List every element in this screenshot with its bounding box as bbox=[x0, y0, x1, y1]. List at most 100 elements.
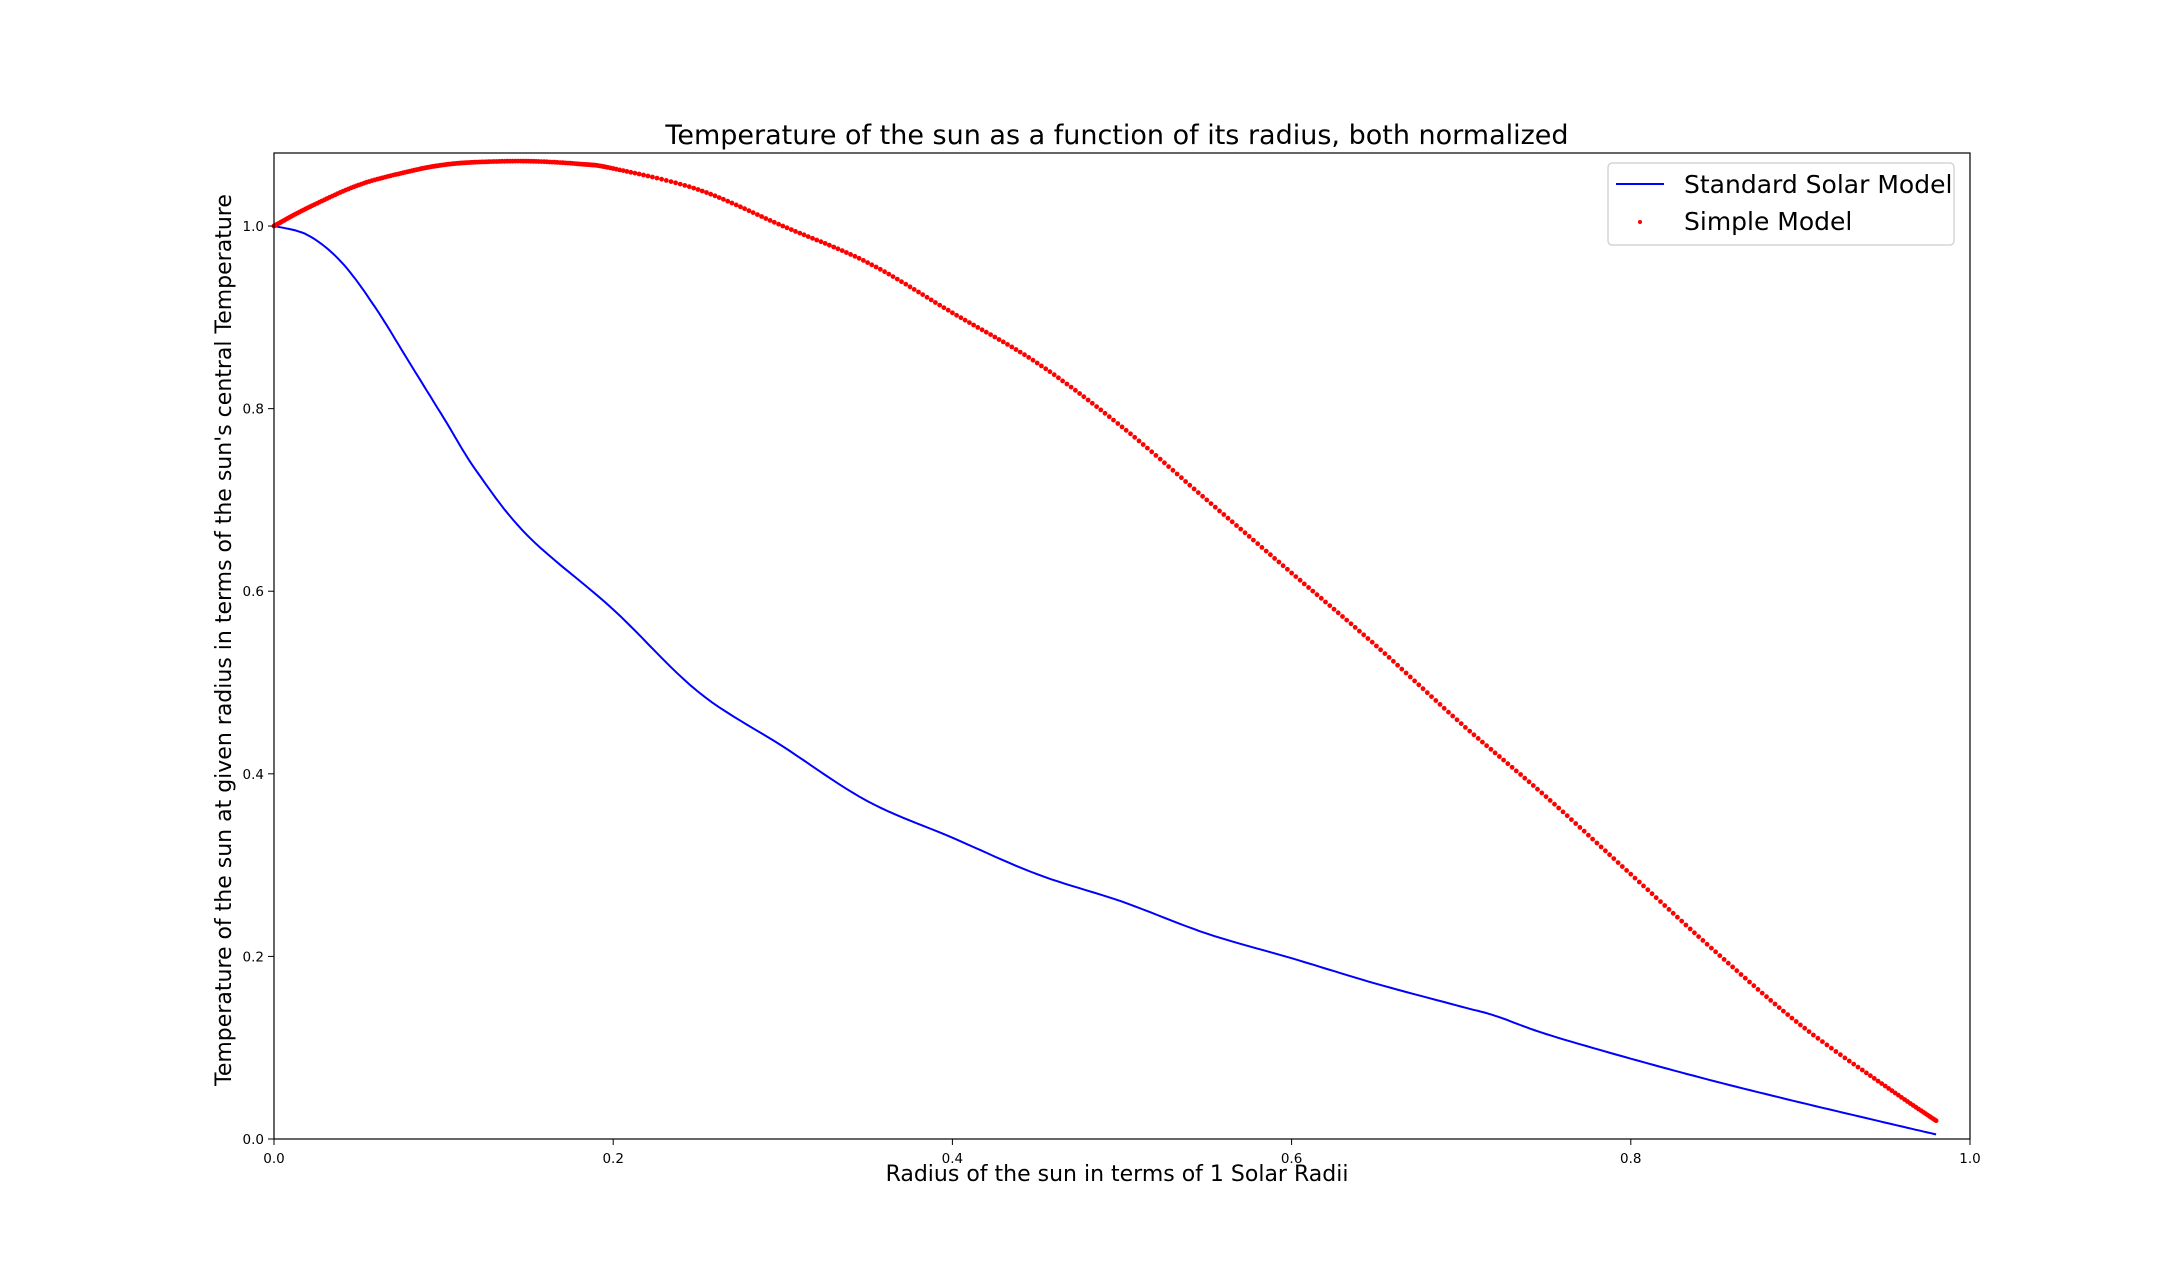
simple-model-point bbox=[1357, 628, 1362, 634]
y-tick-label-2: 0.4 bbox=[243, 767, 264, 783]
simple-model-point bbox=[1806, 1029, 1812, 1034]
simple-model-point bbox=[1603, 848, 1608, 854]
simple-model-point bbox=[1179, 475, 1184, 481]
simple-model-point bbox=[1615, 860, 1621, 865]
simple-model-point bbox=[1475, 736, 1481, 741]
simple-model-point bbox=[1492, 750, 1498, 756]
simple-model-point bbox=[1755, 987, 1761, 992]
simple-model-point bbox=[1441, 705, 1447, 711]
simple-model-point bbox=[746, 208, 752, 214]
y-tick-label-5: 1.0 bbox=[243, 219, 264, 235]
simple-model-point bbox=[882, 269, 887, 275]
simple-model-point bbox=[1123, 427, 1129, 433]
simple-model-point bbox=[750, 210, 756, 216]
simple-model-point bbox=[1687, 926, 1693, 932]
simple-model-point bbox=[1094, 404, 1099, 409]
simple-model-point bbox=[1153, 453, 1159, 458]
simple-model-point bbox=[852, 253, 858, 259]
simple-model-point bbox=[1933, 1118, 1939, 1124]
simple-model-point bbox=[1000, 339, 1006, 345]
simple-model-point bbox=[1526, 779, 1532, 785]
simple-model-point bbox=[1437, 702, 1443, 707]
simple-model-point bbox=[1251, 537, 1256, 543]
simple-model-point bbox=[771, 219, 777, 225]
simple-model-point bbox=[1085, 397, 1091, 403]
simple-model-point bbox=[983, 329, 989, 335]
simple-model-point bbox=[1543, 794, 1549, 799]
simple-model-point bbox=[1056, 375, 1061, 381]
simple-model-point bbox=[801, 232, 807, 238]
simple-model-point bbox=[1098, 407, 1104, 413]
simple-model-point bbox=[1340, 614, 1345, 619]
simple-model-point bbox=[1225, 515, 1231, 521]
simple-model-point bbox=[1195, 490, 1201, 495]
simple-model-point bbox=[733, 202, 739, 208]
simple-model-point bbox=[1725, 960, 1731, 966]
simple-model-point bbox=[1081, 394, 1087, 400]
simple-model-point bbox=[1539, 790, 1545, 796]
simple-model-point bbox=[663, 178, 669, 183]
simple-model-point bbox=[911, 287, 917, 292]
simple-model-point bbox=[1335, 610, 1341, 616]
simple-model-point bbox=[767, 218, 773, 223]
simple-model-point bbox=[1416, 682, 1422, 688]
simple-model-point bbox=[636, 171, 642, 177]
simple-model-point bbox=[1505, 761, 1511, 767]
simple-model-point bbox=[1043, 366, 1049, 372]
simple-model-point bbox=[1815, 1035, 1821, 1041]
simple-model-point bbox=[822, 241, 828, 246]
simple-model-point bbox=[1530, 783, 1536, 788]
simple-model-point bbox=[890, 274, 896, 279]
series-simple-model bbox=[271, 158, 1939, 1124]
simple-model-point bbox=[1293, 574, 1299, 579]
plot-area bbox=[271, 158, 1939, 1136]
simple-model-point bbox=[1170, 467, 1176, 473]
simple-model-point bbox=[1382, 651, 1388, 656]
simple-model-point bbox=[1704, 941, 1710, 947]
simple-model-point bbox=[1077, 391, 1082, 396]
x-axis: 0.0 0.2 0.4 0.6 0.8 1.0 bbox=[263, 1139, 1981, 1167]
simple-model-point bbox=[1518, 772, 1523, 777]
simple-model-point bbox=[1234, 523, 1239, 528]
simple-model-point bbox=[1509, 764, 1515, 770]
simple-model-point bbox=[677, 181, 683, 187]
simple-model-point bbox=[1577, 825, 1583, 830]
simple-model-point bbox=[1242, 530, 1248, 536]
simple-model-point bbox=[1547, 798, 1553, 803]
simple-model-point bbox=[780, 223, 786, 229]
simple-model-point bbox=[1709, 945, 1714, 951]
simple-model-point bbox=[1789, 1015, 1795, 1021]
simple-model-point bbox=[1212, 504, 1218, 510]
simple-model-point bbox=[1187, 482, 1193, 488]
simple-model-point bbox=[1204, 497, 1210, 503]
simple-model-point bbox=[967, 320, 972, 325]
simple-model-point bbox=[1675, 914, 1680, 920]
simple-model-point bbox=[1047, 369, 1053, 375]
x-tick-label-5: 1.0 bbox=[1959, 1151, 1980, 1167]
simple-model-point bbox=[1458, 721, 1464, 726]
simple-model-point bbox=[1030, 357, 1036, 363]
simple-model-point bbox=[1111, 417, 1116, 423]
simple-model-point bbox=[1106, 414, 1112, 420]
legend-label-simple-model: Simple Model bbox=[1684, 207, 1852, 236]
simple-model-point bbox=[1344, 617, 1350, 623]
simple-model-point bbox=[1272, 556, 1277, 561]
simple-model-point bbox=[1140, 442, 1146, 447]
simple-model-point bbox=[1882, 1083, 1888, 1089]
simple-model-point bbox=[1480, 739, 1485, 745]
simple-model-point bbox=[759, 214, 764, 219]
simple-model-point bbox=[1713, 949, 1718, 955]
simple-model-point bbox=[1611, 856, 1617, 861]
simple-model-point bbox=[788, 227, 794, 233]
simple-model-point bbox=[620, 168, 626, 174]
simple-model-point bbox=[1868, 1073, 1873, 1079]
simple-model-point bbox=[1429, 694, 1434, 699]
simple-model-point bbox=[1229, 519, 1235, 525]
simple-model-point bbox=[1556, 805, 1562, 811]
simple-model-point bbox=[1026, 355, 1032, 360]
simple-model-point bbox=[988, 332, 993, 337]
y-tick-label-0: 0.0 bbox=[243, 1132, 264, 1148]
simple-model-point bbox=[1781, 1008, 1786, 1014]
simple-model-point bbox=[869, 262, 875, 268]
